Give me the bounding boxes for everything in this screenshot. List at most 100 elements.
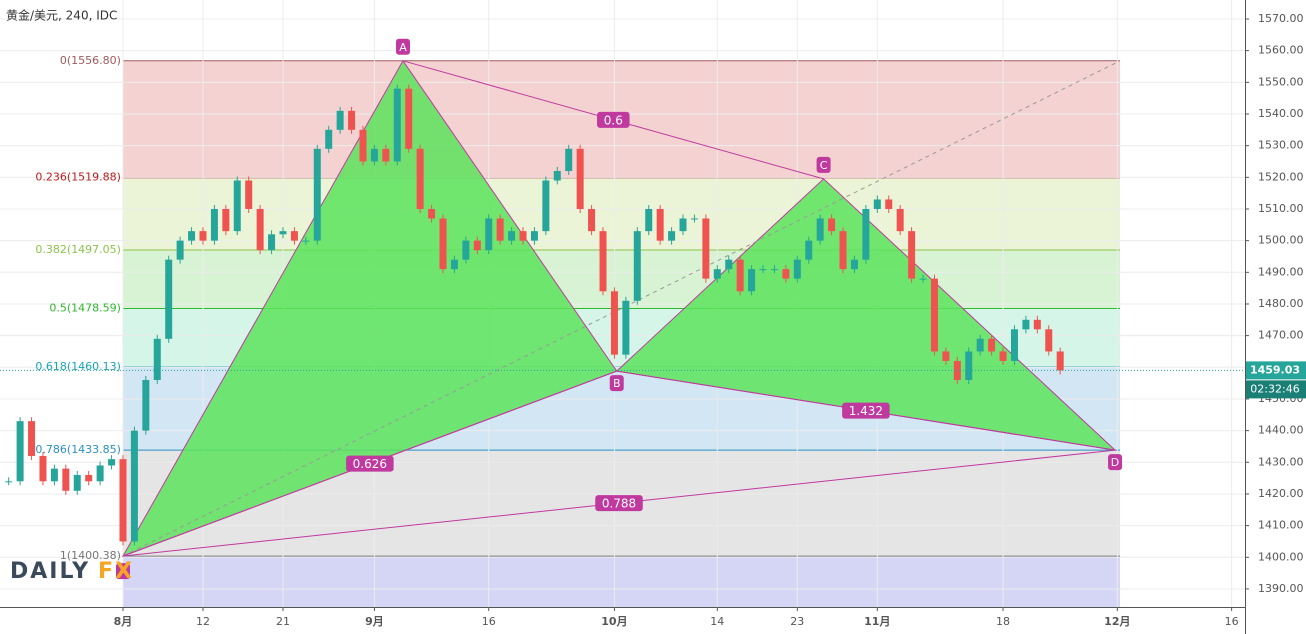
y-tick-label: 1560.00 <box>1258 44 1304 57</box>
candle-body <box>405 88 413 149</box>
x-tick-label: 10月 <box>601 615 627 628</box>
candle-body <box>908 231 916 279</box>
point-badge <box>609 375 624 392</box>
fib-label: 0.786(1433.85) <box>35 443 121 456</box>
x-tick-label: 14 <box>710 615 724 628</box>
x-tick-label: 12 <box>196 615 210 628</box>
y-tick-label: 1550.00 <box>1258 75 1304 88</box>
candle-body <box>553 170 561 181</box>
y-tick-label: 1540.00 <box>1258 107 1304 120</box>
candle-body <box>679 218 687 232</box>
candle-body <box>256 208 264 251</box>
candle-body <box>793 259 801 279</box>
candle-body <box>336 110 344 130</box>
fib-label: 0.5(1478.59) <box>49 301 121 314</box>
fib-label: 1(1400.38) <box>60 549 121 562</box>
chart-title: 黄金/美元, 240, IDC <box>6 8 117 23</box>
candle-body <box>62 468 70 491</box>
candle-body <box>348 110 356 130</box>
y-tick-label: 1490.00 <box>1258 265 1304 278</box>
ratio-badge <box>595 495 643 512</box>
candle-body <box>759 269 767 271</box>
candle-body <box>942 351 950 361</box>
candle-body <box>370 148 378 162</box>
y-tick-label: 1390.00 <box>1258 582 1304 595</box>
y-tick-label: 1420.00 <box>1258 487 1304 500</box>
candle-body <box>313 148 321 241</box>
fib-label: 0.382(1497.05) <box>35 243 121 256</box>
x-tick-label: 18 <box>996 615 1010 628</box>
y-tick-label: 1570.00 <box>1258 12 1304 25</box>
candle-body <box>748 269 756 292</box>
candle-body <box>199 231 207 241</box>
candle-body <box>210 208 218 241</box>
last-price-label: 1459.03 <box>1250 363 1300 376</box>
candle-body <box>382 148 390 162</box>
point-label: C <box>820 159 828 172</box>
y-tick-label: 1530.00 <box>1258 139 1304 152</box>
candle-body <box>5 481 13 483</box>
candle-body <box>850 259 858 270</box>
fib-trend-line <box>122 60 1121 557</box>
y-tick-label: 1400.00 <box>1258 550 1304 563</box>
candle-body <box>828 218 836 232</box>
candle-body <box>976 338 984 352</box>
candle-body <box>50 468 58 482</box>
candle-body <box>1056 351 1064 371</box>
candle-body <box>782 269 790 279</box>
candle-body <box>656 208 664 241</box>
candle-body <box>508 231 516 241</box>
point-label: D <box>1111 456 1119 469</box>
point-label: X <box>119 565 127 578</box>
point-badge <box>1108 454 1123 471</box>
last-price-badge <box>1246 361 1306 380</box>
y-tick-label: 1410.00 <box>1258 519 1304 532</box>
candle-body <box>645 208 653 232</box>
candle-body <box>999 351 1007 361</box>
candle-body <box>428 208 436 219</box>
candle-body <box>473 240 481 251</box>
x-tick-label: 11月 <box>864 615 890 628</box>
candle-body <box>896 208 904 232</box>
candle-body <box>702 218 710 279</box>
candle-body <box>188 231 196 241</box>
candle-body <box>1022 319 1030 330</box>
candle-body <box>393 88 401 162</box>
candle-body <box>519 231 527 241</box>
point-badge <box>395 38 410 55</box>
candle-body <box>816 218 824 241</box>
candle-body <box>233 180 241 232</box>
ratio-badge <box>346 455 394 472</box>
x-tick-label: 12月 <box>1104 615 1130 628</box>
candle-body <box>542 180 550 232</box>
candle-body <box>622 300 630 355</box>
point-badge <box>115 563 130 580</box>
y-tick-label: 1440.00 <box>1258 424 1304 437</box>
candle-body <box>119 459 127 542</box>
candle-body <box>96 465 104 482</box>
x-tick-label: 21 <box>276 615 290 628</box>
ratio-label: 0.6 <box>604 113 623 127</box>
candle-body <box>16 421 24 482</box>
logo-left: DAILY <box>10 559 90 584</box>
candle-body <box>690 218 698 220</box>
candle-body <box>450 259 458 270</box>
ratio-label: 0.788 <box>602 497 636 511</box>
candle-body <box>176 240 184 260</box>
candle-body <box>588 208 596 232</box>
candle-body <box>919 278 927 280</box>
candle-body <box>279 231 287 235</box>
candle-body <box>599 231 607 292</box>
candle-body <box>839 231 847 270</box>
candle-body <box>290 231 298 241</box>
candle-body <box>485 218 493 251</box>
y-tick-label: 1480.00 <box>1258 297 1304 310</box>
fib-zone <box>122 177 1121 250</box>
candle-body <box>108 459 116 466</box>
fib-label: 0.618(1460.13) <box>35 360 121 373</box>
candle-body <box>268 234 276 251</box>
countdown-label: 02:32:46 <box>1250 382 1299 395</box>
fib-zone <box>122 556 1121 607</box>
x-tick-label: 16 <box>1225 615 1239 628</box>
